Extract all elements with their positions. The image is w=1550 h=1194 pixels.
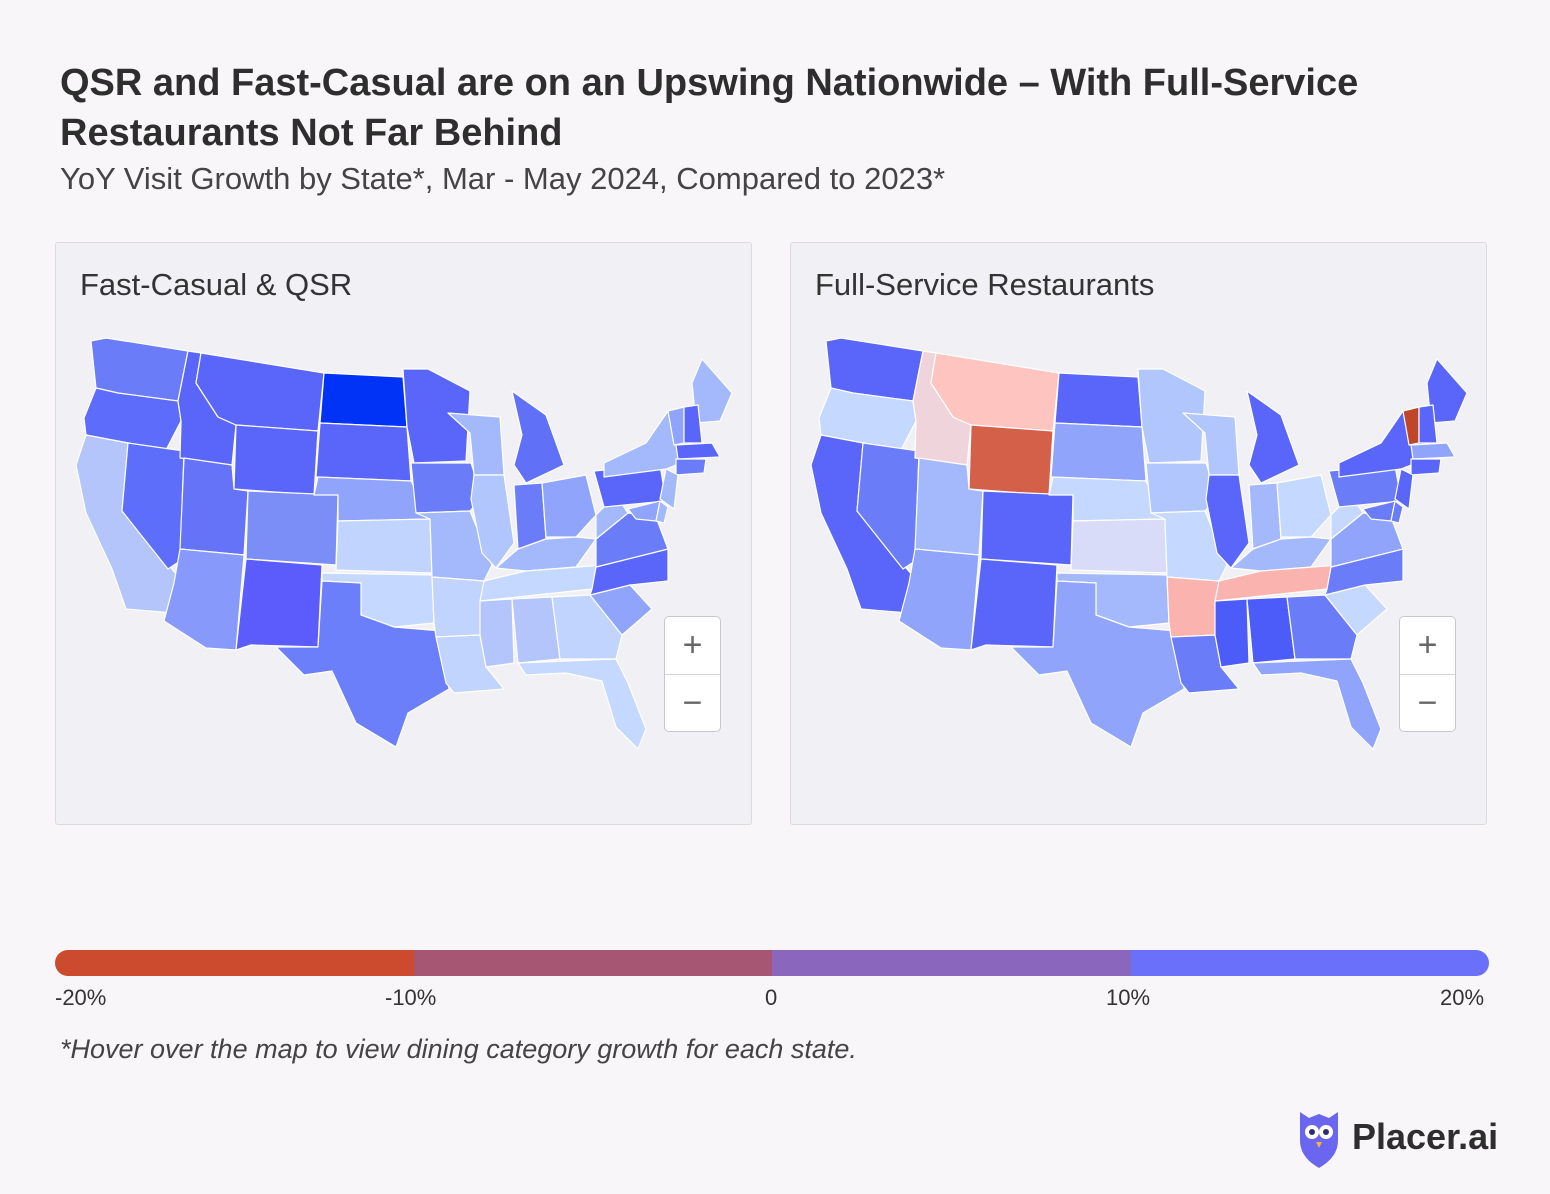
us-map[interactable] <box>791 243 1487 825</box>
state-nd[interactable] <box>319 372 408 428</box>
state-ga[interactable] <box>551 594 623 660</box>
state-me[interactable] <box>1426 358 1468 424</box>
state-ct[interactable] <box>675 458 707 476</box>
brand-name: Placer.ai <box>1352 1116 1499 1157</box>
state-nj[interactable] <box>659 468 679 510</box>
legend-label: 10% <box>1106 985 1151 1010</box>
brand-logo: Placer.ai <box>1296 1104 1498 1170</box>
state-mi[interactable] <box>511 390 565 484</box>
legend-segment <box>55 950 414 976</box>
page-title: QSR and Fast-Casual are on an Upswing Na… <box>60 62 1359 154</box>
state-nv[interactable] <box>856 442 920 570</box>
page-subtitle: YoY Visit Growth by State*, Mar - May 20… <box>60 161 946 196</box>
zoom-control: + − <box>664 616 721 732</box>
state-mn[interactable] <box>1137 368 1206 464</box>
state-ga[interactable] <box>1286 594 1358 660</box>
state-ar[interactable] <box>431 576 485 638</box>
state-ar[interactable] <box>1166 576 1220 638</box>
state-co[interactable] <box>245 490 339 566</box>
map-title: Fast-Casual & QSR <box>80 267 353 302</box>
state-az[interactable] <box>898 548 980 651</box>
state-de[interactable] <box>655 500 669 524</box>
state-sd[interactable] <box>315 422 412 482</box>
state-wy[interactable] <box>233 424 319 496</box>
legend-label: 20% <box>1440 985 1485 1010</box>
legend-segment <box>772 950 1131 976</box>
state-nd[interactable] <box>1054 372 1143 428</box>
state-in[interactable] <box>513 482 547 550</box>
owl-icon <box>1300 1112 1338 1168</box>
zoom-out-button[interactable]: − <box>682 684 703 722</box>
state-de[interactable] <box>1390 500 1404 524</box>
map-title: Full-Service Restaurants <box>815 267 1155 302</box>
state-ms[interactable] <box>1214 598 1250 668</box>
state-fl[interactable] <box>1252 658 1382 750</box>
state-ks[interactable] <box>1070 518 1168 574</box>
legend-label: 0 <box>765 985 778 1010</box>
state-ma[interactable] <box>1410 442 1456 460</box>
state-mi[interactable] <box>1246 390 1300 484</box>
state-nv[interactable] <box>121 442 185 570</box>
state-fl[interactable] <box>517 658 647 750</box>
state-ma[interactable] <box>675 442 721 460</box>
state-in[interactable] <box>1248 482 1282 550</box>
map-panel-fast-casual[interactable]: Fast-Casual & QSR + − <box>55 242 752 825</box>
state-or[interactable] <box>818 387 917 451</box>
legend-label: -20% <box>55 985 107 1010</box>
state-wy[interactable] <box>968 424 1054 496</box>
legend-segment <box>1130 950 1489 976</box>
zoom-control: + − <box>1399 616 1456 732</box>
state-tx[interactable] <box>275 580 450 748</box>
state-ks[interactable] <box>335 518 433 574</box>
state-tx[interactable] <box>1010 580 1185 748</box>
state-sd[interactable] <box>1050 422 1147 482</box>
state-nm[interactable] <box>235 558 323 651</box>
state-ct[interactable] <box>1410 458 1442 476</box>
zoom-in-button[interactable]: + <box>665 617 720 675</box>
state-co[interactable] <box>980 490 1074 566</box>
zoom-out-button[interactable]: − <box>1417 684 1438 722</box>
state-ia[interactable] <box>1145 462 1218 514</box>
state-ia[interactable] <box>410 462 483 514</box>
color-scale-legend <box>55 950 1489 976</box>
state-ms[interactable] <box>479 598 515 668</box>
state-nm[interactable] <box>970 558 1058 651</box>
footnote: *Hover over the map to view dining categ… <box>60 1034 857 1064</box>
state-oh[interactable] <box>541 474 597 538</box>
us-map[interactable] <box>56 243 752 825</box>
state-nj[interactable] <box>1394 468 1414 510</box>
state-me[interactable] <box>691 358 733 424</box>
zoom-in-button[interactable]: + <box>1400 617 1455 675</box>
state-oh[interactable] <box>1276 474 1332 538</box>
map-panel-full-service[interactable]: Full-Service Restaurants + − <box>790 242 1487 825</box>
state-az[interactable] <box>163 548 245 651</box>
state-or[interactable] <box>83 387 182 451</box>
legend-segment <box>413 950 772 976</box>
legend-label: -10% <box>385 985 437 1010</box>
state-mn[interactable] <box>402 368 471 464</box>
